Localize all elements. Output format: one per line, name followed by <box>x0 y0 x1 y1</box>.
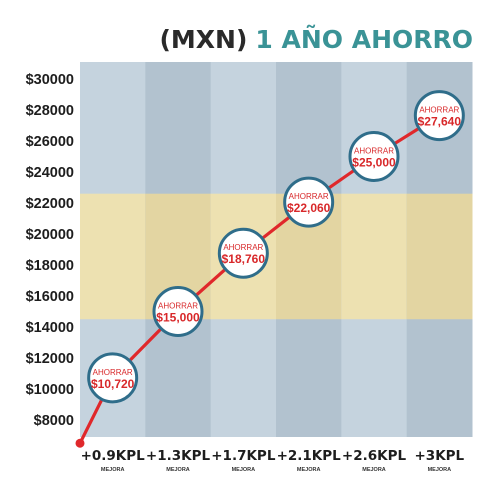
x-tick-sublabel: MEJORA <box>428 467 452 473</box>
y-tick-label: $20000 <box>26 227 74 243</box>
bubble-label: AHORRAR <box>289 192 329 201</box>
highlight-band-segment <box>80 193 146 320</box>
plot-background <box>80 62 473 437</box>
data-label: $10,720 <box>91 377 135 391</box>
bubble-circle <box>87 352 139 404</box>
data-label: $25,000 <box>352 156 396 170</box>
data-label: $15,000 <box>156 311 200 325</box>
x-tick-sublabel: MEJORA <box>232 467 256 473</box>
y-tick-label: $14000 <box>26 320 74 336</box>
data-label: $18,760 <box>222 252 266 266</box>
y-tick-label: $10000 <box>26 382 74 398</box>
y-tick-label: $8000 <box>34 413 74 429</box>
bubble-circle <box>413 90 465 142</box>
value-bubbles: AHORRAR$10,720AHORRAR$15,000AHORRAR$18,7… <box>87 90 465 404</box>
x-tick-sublabel: MEJORA <box>101 467 125 473</box>
data-label: $22,060 <box>287 201 331 215</box>
value-bubble: AHORRAR$18,760 <box>217 227 269 279</box>
x-axis: +0.9KPL MEJORA +1.3KPL MEJORA +1.7KPL MEJORA +… <box>81 448 465 473</box>
value-bubble: AHORRAR$15,000 <box>152 286 204 337</box>
y-tick-label: $24000 <box>26 165 74 181</box>
y-tick-label: $16000 <box>26 289 74 305</box>
y-tick-label: $26000 <box>26 134 74 150</box>
highlight-band-segment <box>406 193 473 320</box>
x-tick-label: +0.9KPL <box>81 448 146 464</box>
x-tick-sublabel: MEJORA <box>362 467 386 473</box>
value-bubble: AHORRAR$22,060 <box>283 176 335 228</box>
bubble-label: AHORRAR <box>93 368 133 377</box>
value-bubble: AHORRAR$25,000 <box>348 131 400 182</box>
y-tick-label: $22000 <box>26 196 74 212</box>
y-axis: $8000 $10000 $12000 $14000 $16000 $18000 $2000… <box>26 72 74 429</box>
title-prefix: (MXN) <box>159 25 247 54</box>
chart-title: (MXN) 1 AÑO AHORRO <box>159 25 473 54</box>
x-tick-label: +2.6KPL <box>342 448 407 464</box>
y-tick-label: $18000 <box>26 258 74 274</box>
x-tick-sublabel: MEJORA <box>297 467 321 473</box>
title-main: 1 AÑO AHORRO <box>255 25 473 54</box>
bubble-label: AHORRAR <box>158 302 198 311</box>
x-tick-sublabel: MEJORA <box>166 467 190 473</box>
x-tick-label: +2.1KPL <box>277 448 342 464</box>
highlight-band-segment <box>341 193 408 320</box>
bubble-circle <box>152 286 204 337</box>
bubble-label: AHORRAR <box>223 243 263 252</box>
bubble-label: AHORRAR <box>354 147 394 156</box>
series-start-point <box>75 438 85 448</box>
data-label: $27,640 <box>418 115 462 129</box>
bubble-circle <box>217 227 269 279</box>
bubble-circle <box>283 176 335 228</box>
x-tick-label: +3KPL <box>414 448 464 464</box>
x-tick-label: +1.3KPL <box>146 448 211 464</box>
y-tick-label: $12000 <box>26 351 74 367</box>
y-tick-label: $30000 <box>26 72 74 88</box>
x-tick-label: +1.7KPL <box>211 448 276 464</box>
y-tick-label: $28000 <box>26 103 74 119</box>
bubble-circle <box>348 131 400 182</box>
value-bubble: AHORRAR$10,720 <box>87 352 139 404</box>
value-bubble: AHORRAR$27,640 <box>413 90 465 142</box>
bubble-label: AHORRAR <box>419 106 459 115</box>
